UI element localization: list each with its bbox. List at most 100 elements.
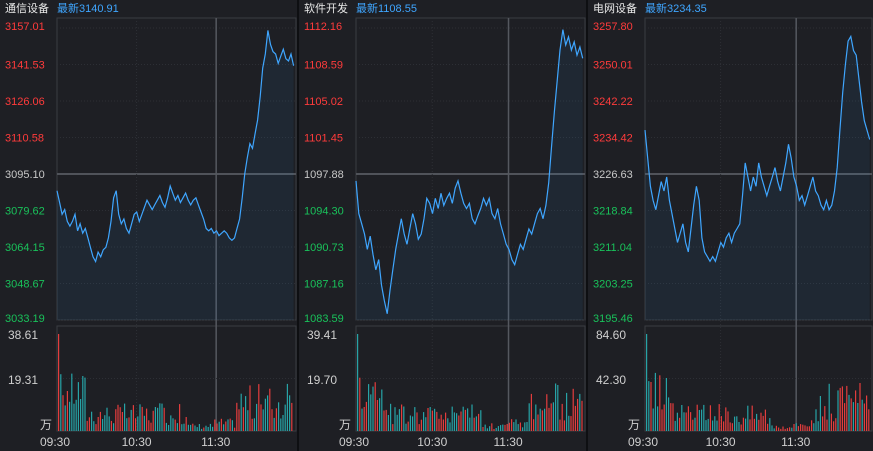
volume-bar [357, 334, 359, 431]
volume-bar [113, 423, 115, 431]
volume-bar [714, 416, 716, 431]
volume-bar [379, 398, 381, 431]
volume-bar [115, 409, 117, 431]
volume-bar [447, 418, 449, 431]
price-tick-label: 1097.88 [304, 169, 344, 181]
volume-bar [780, 428, 782, 431]
chart-panel-communication-equipment[interactable]: 通信设备 最新3140.91 3157.01 3141.53 3126.06 3110.… [0, 0, 297, 451]
volume-bar [773, 428, 775, 431]
volume-bar [280, 418, 282, 431]
volume-bar [828, 383, 830, 431]
volume-bar [802, 424, 804, 431]
volume-bar [718, 404, 720, 431]
volume-bar [394, 407, 396, 431]
time-tick-label: 10:30 [417, 435, 447, 449]
volume-bar [247, 410, 249, 431]
chart-panel-power-grid-equipment[interactable]: 电网设备 最新3234.35 3257.80 3250.01 3242.22 3234.… [588, 0, 873, 451]
volume-bar [687, 406, 689, 431]
volume-bar [716, 420, 718, 431]
price-tick-label: 3157.01 [5, 21, 45, 33]
volume-bar [497, 426, 499, 431]
volume-tick-label: 19.70 [307, 373, 337, 387]
price-tick-label: 3126.06 [5, 96, 45, 108]
volume-bar [778, 427, 780, 431]
volume-bar [194, 425, 196, 431]
volume-bar [124, 403, 126, 431]
price-tick-label: 3064.15 [5, 242, 45, 254]
volume-bar [566, 392, 568, 431]
volume-bar [698, 410, 700, 431]
volume-bar [161, 403, 163, 431]
volume-bar [163, 407, 165, 431]
volume-bar [526, 422, 528, 431]
volume-bar [751, 405, 753, 431]
volume-bar [727, 411, 729, 431]
price-tick-label: 1087.16 [304, 279, 344, 291]
price-tick-label: 3234.42 [593, 133, 633, 145]
volume-bar [817, 421, 819, 431]
price-tick-label: 3242.22 [593, 96, 633, 108]
volume-bar [398, 409, 400, 431]
volume-bar [720, 416, 722, 431]
minute-chart[interactable]: 3257.80 3250.01 3242.22 3234.42 3226.63 3218.… [588, 0, 873, 451]
volume-bar [251, 418, 253, 431]
volume-bar [209, 423, 211, 431]
time-tick-label: 09:30 [628, 435, 658, 449]
volume-bar [528, 403, 530, 431]
volume-bar [767, 423, 769, 431]
volume-bar [464, 409, 466, 431]
price-tick-label: 3095.10 [5, 169, 45, 181]
volume-bar [436, 411, 438, 431]
price-tick-label: 1094.30 [304, 206, 344, 218]
price-plot-frame [56, 17, 297, 321]
volume-bar [427, 408, 429, 431]
volume-bar [363, 407, 365, 431]
volume-bar [102, 419, 104, 431]
volume-bar [453, 412, 455, 431]
price-line [644, 34, 871, 263]
minute-chart[interactable]: 3157.01 3141.53 3126.06 3110.58 3095.10 3079.… [0, 0, 297, 451]
volume-bar [806, 426, 808, 431]
volume-bar [775, 425, 777, 431]
volume-bar [73, 403, 75, 431]
volume-bar [696, 404, 698, 431]
price-plot-frame [644, 17, 873, 321]
volume-bar [282, 415, 284, 431]
volume-bar [192, 423, 194, 431]
minute-chart[interactable]: 1112.16 1108.59 1105.02 1101.45 1097.88 1094.… [299, 0, 586, 451]
volume-bar [815, 409, 817, 431]
volume-bar [559, 419, 561, 431]
volume-bar [482, 427, 484, 431]
volume-bar [119, 407, 121, 431]
volume-bar [139, 404, 141, 431]
volume-bar [495, 428, 497, 431]
volume-bar [833, 421, 835, 431]
volume-bar [848, 394, 850, 431]
volume-bar [141, 406, 143, 431]
volume-bar [223, 424, 225, 431]
volume-bar [434, 408, 436, 431]
volume-bar [431, 410, 433, 431]
volume-bar [486, 428, 488, 431]
volume-bar [104, 415, 106, 431]
volume-bar [181, 424, 183, 431]
volume-bar [361, 408, 363, 431]
chart-panel-software-development[interactable]: 软件开发 最新1108.55 1112.16 1108.59 1105.02 1101.… [299, 0, 586, 451]
volume-bar [143, 415, 145, 431]
volume-bar [493, 429, 495, 431]
volume-bar [661, 409, 663, 431]
volume-bar [249, 385, 251, 431]
sector-name: 通信设备 [5, 3, 49, 15]
volume-bar [650, 382, 652, 431]
volume-bar [425, 417, 427, 431]
volume-bar [648, 381, 650, 431]
volume-bar [121, 412, 123, 431]
volume-bar [82, 376, 84, 431]
price-area [356, 29, 583, 320]
volume-bar [392, 424, 394, 431]
volume-bar [390, 403, 392, 431]
volume-bar [207, 427, 209, 431]
volume-bar [657, 406, 659, 431]
volume-bar [729, 422, 731, 431]
time-tick-label: 09:30 [339, 435, 369, 449]
